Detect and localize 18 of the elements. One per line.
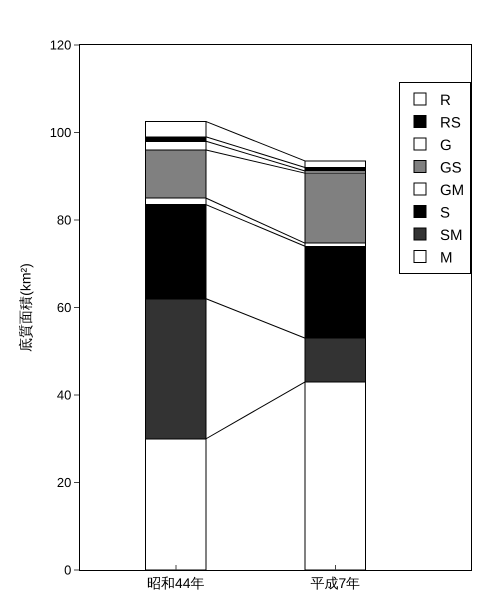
y-tick-label: 20 <box>56 475 72 490</box>
legend-label: S <box>440 204 450 222</box>
legend-label: GS <box>440 159 462 176</box>
y-tick-label: 0 <box>64 562 72 578</box>
legend-label: SM <box>440 226 462 244</box>
legend-label: GM <box>440 182 464 199</box>
y-axis-title: 底質面積(km²) <box>17 263 34 352</box>
y-tick-label: 80 <box>56 212 72 228</box>
legend-label: RS <box>440 114 461 132</box>
x-tick-label: 昭和44年 <box>146 574 205 591</box>
y-tick-label: 100 <box>50 125 72 140</box>
legend-label: G <box>440 136 452 154</box>
y-tick-label: 40 <box>56 388 72 403</box>
legend-label: M <box>440 249 452 266</box>
y-tick-label: 120 <box>50 38 72 53</box>
x-tick-label: 平成7年 <box>310 574 360 591</box>
legend-label: R <box>440 92 451 109</box>
y-tick-label: 60 <box>56 300 72 316</box>
